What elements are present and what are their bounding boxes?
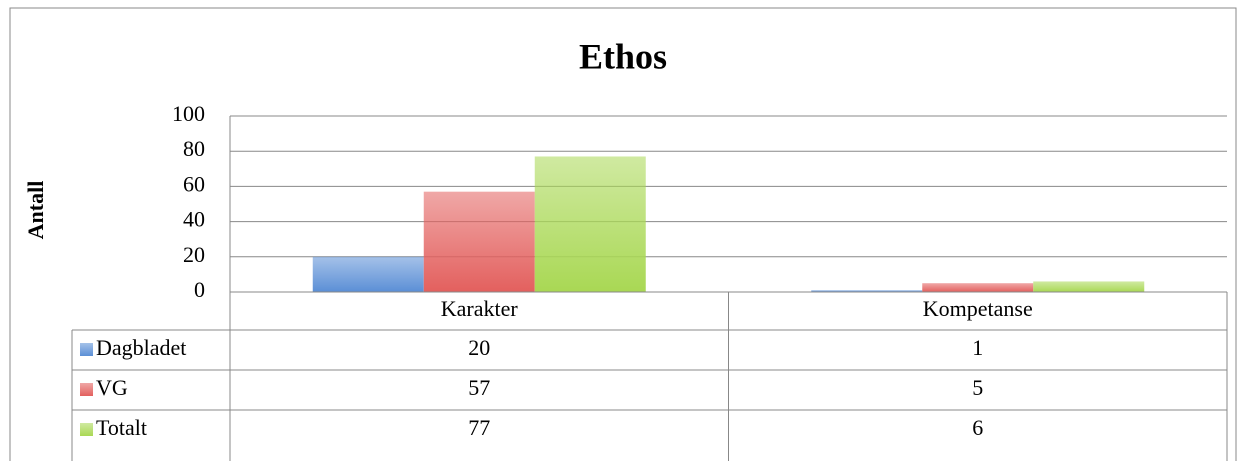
- y-tick-label: 0: [194, 277, 205, 302]
- table-value: 1: [972, 335, 983, 360]
- y-tick-label: 20: [183, 242, 205, 267]
- bar: [922, 283, 1034, 292]
- bar: [811, 290, 923, 292]
- legend-swatch: [80, 343, 93, 356]
- bar: [534, 156, 646, 292]
- x-tick-label: Karakter: [441, 296, 519, 321]
- legend-label: VG: [96, 375, 128, 400]
- bar: [312, 256, 424, 292]
- chart-title: Ethos: [579, 36, 667, 76]
- y-tick-label: 100: [172, 101, 205, 126]
- legend-label: Dagbladet: [96, 335, 186, 360]
- legend-label: Totalt: [96, 415, 147, 440]
- table-value: 6: [972, 415, 983, 440]
- y-tick-label: 40: [183, 207, 205, 232]
- x-tick-label: Kompetanse: [923, 296, 1033, 321]
- legend-swatch: [80, 423, 93, 436]
- table-value: 20: [468, 335, 490, 360]
- table-value: 77: [468, 415, 490, 440]
- y-tick-label: 60: [183, 171, 205, 196]
- y-tick-label: 80: [183, 136, 205, 161]
- bar: [1033, 281, 1145, 292]
- legend-swatch: [80, 383, 93, 396]
- table-value: 5: [972, 375, 983, 400]
- table-value: 57: [468, 375, 490, 400]
- y-axis-label: Antall: [23, 181, 48, 240]
- bar: [423, 191, 535, 292]
